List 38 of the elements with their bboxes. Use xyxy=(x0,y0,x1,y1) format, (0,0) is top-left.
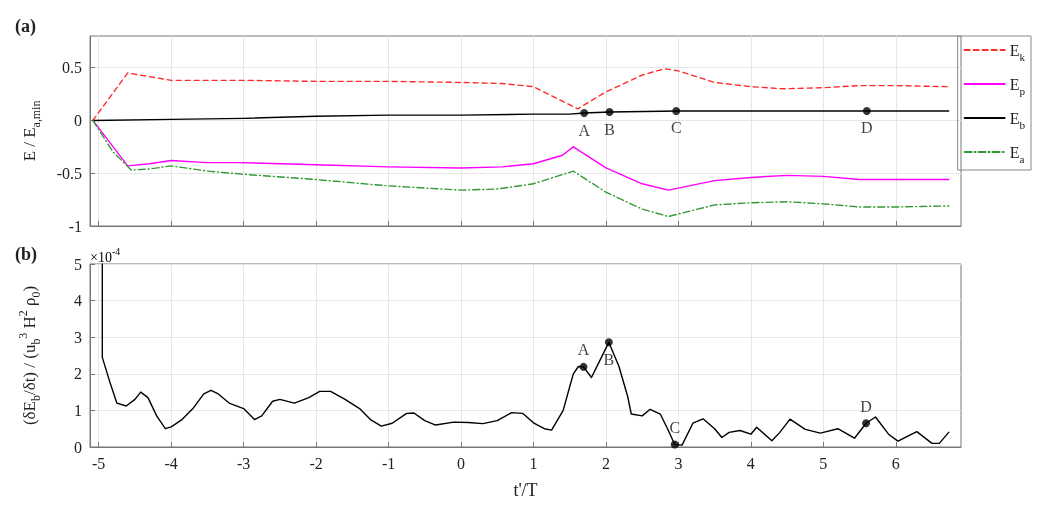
line-series xyxy=(92,68,950,122)
x-tick-label: -5 xyxy=(92,454,106,472)
y-tick-label: 0 xyxy=(74,111,82,129)
x-tick-label: -2 xyxy=(309,454,323,472)
y-tick-label: 0.5 xyxy=(62,59,82,77)
chart-title: (b) xyxy=(15,244,37,265)
x-tick-label: 6 xyxy=(891,454,900,472)
x-tick-label: -1 xyxy=(381,454,396,472)
data-label: D xyxy=(860,397,872,415)
data-label: B xyxy=(603,350,615,368)
y-tick-label: 2 xyxy=(74,365,82,383)
data-label: B xyxy=(604,120,615,138)
line-series xyxy=(92,119,950,191)
y-tick-label: -1 xyxy=(68,217,82,235)
y-tick-label: 5 xyxy=(74,255,82,273)
x-tick-label: 2 xyxy=(601,454,610,472)
x-tick-label: 5 xyxy=(819,454,828,472)
x-tick-label: 1 xyxy=(529,454,538,472)
x-tick-label: -3 xyxy=(236,454,251,472)
x-tick-label: 4 xyxy=(746,454,755,472)
x-axis-title: t'/T xyxy=(513,480,538,500)
data-label: A xyxy=(577,341,590,359)
data-label: C xyxy=(670,119,682,137)
data-label: A xyxy=(578,121,591,139)
y-tick-label: -0.5 xyxy=(56,164,82,182)
line-series xyxy=(92,119,950,218)
chart-title: (a) xyxy=(15,16,36,37)
x-tick-label: 0 xyxy=(457,454,466,472)
data-label: C xyxy=(669,418,681,436)
y-tick-label: 0 xyxy=(74,438,82,456)
y-axis-title: E / Ea,min xyxy=(20,100,43,162)
y-tick-label: 3 xyxy=(74,328,82,346)
y-tick-label: 4 xyxy=(74,292,82,310)
y-tick-label: 1 xyxy=(74,401,82,419)
text: (δEb/δt) / (ub3 H2 ρ0) xyxy=(16,285,43,426)
x-tick-label: -4 xyxy=(164,454,178,472)
x-tick-label: 3 xyxy=(674,454,683,472)
data-label: D xyxy=(861,119,873,137)
